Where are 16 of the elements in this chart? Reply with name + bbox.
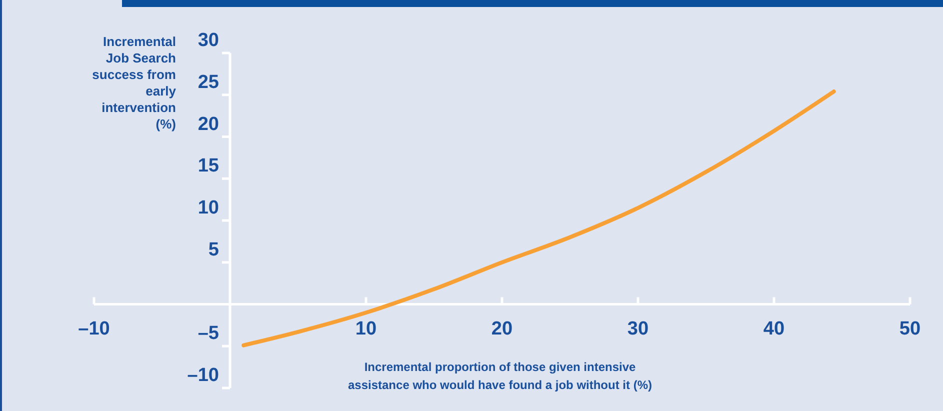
x-tick-label: 30 xyxy=(627,318,649,340)
y-tick-label: 15 xyxy=(198,156,220,177)
y-tick-label: –10 xyxy=(187,365,219,386)
x-tick-label: 20 xyxy=(491,318,513,340)
y-tick-label: 10 xyxy=(198,198,219,218)
y-tick-label: –5 xyxy=(198,323,220,344)
x-tick-label: 40 xyxy=(763,318,785,340)
x-tick-label: 10 xyxy=(355,318,377,340)
x-axis-title: Incremental proportion of those given intensive assistance who would have found a job without it (%) xyxy=(348,360,652,392)
y-tick-label: 25 xyxy=(198,72,220,93)
y-tick-label: 30 xyxy=(198,30,219,51)
y-tick-label: 20 xyxy=(198,114,219,135)
y-axis-title: Incremental Job Search success from early intervention (%) xyxy=(92,34,177,132)
x-tick-label: –10 xyxy=(78,318,110,340)
x-tick-label: 50 xyxy=(899,318,921,340)
y-tick-label: 5 xyxy=(208,239,220,260)
